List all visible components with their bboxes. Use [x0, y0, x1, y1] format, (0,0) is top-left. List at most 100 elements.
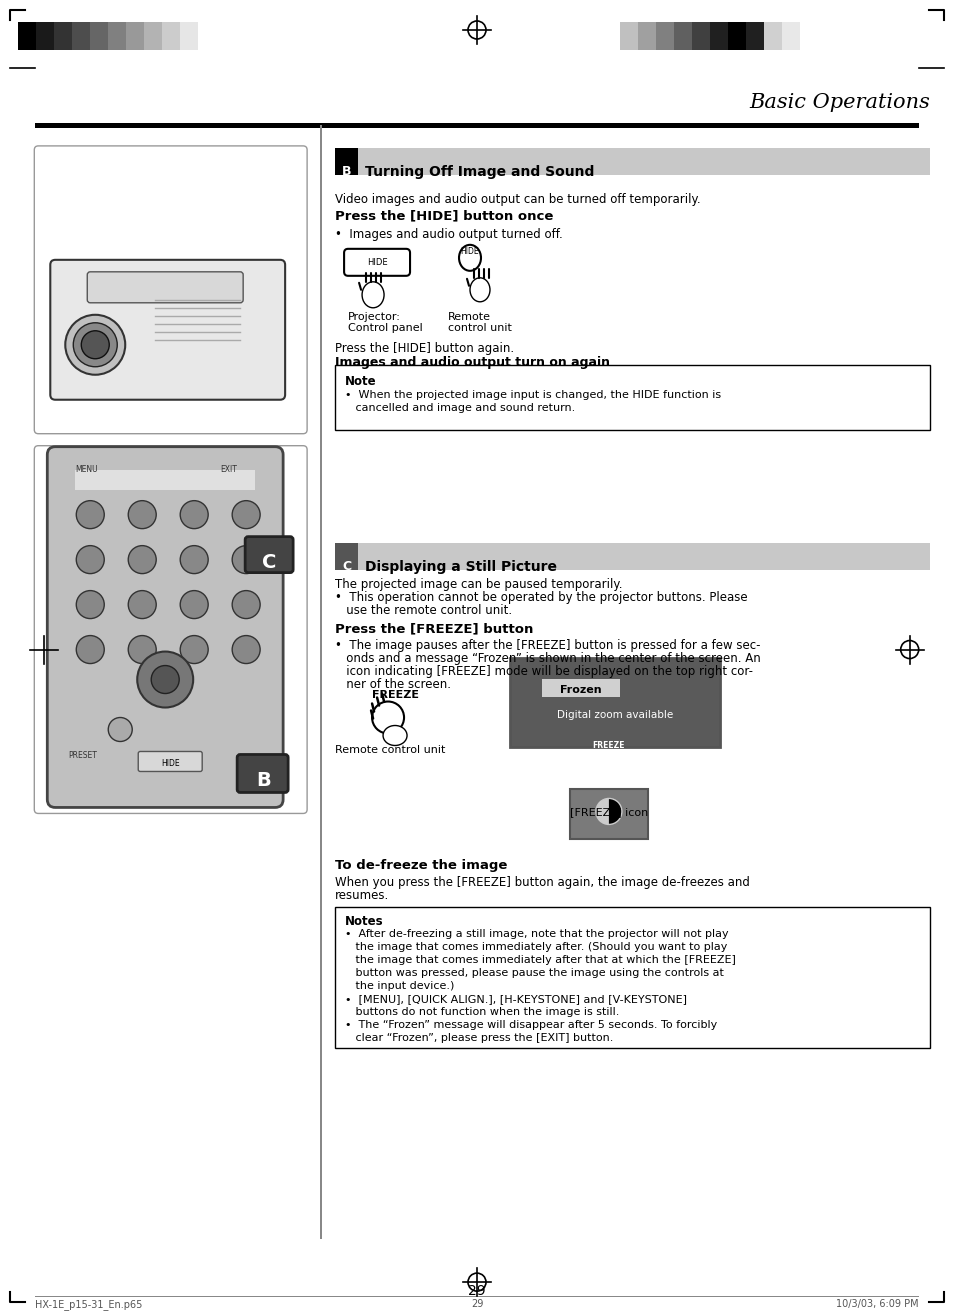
Bar [91, 22, 108, 50]
Text: ner of the screen.: ner of the screen. [335, 678, 451, 691]
Bar [335, 542, 357, 570]
Text: Turning Off Image and Sound: Turning Off Image and Sound [365, 165, 594, 179]
FancyBboxPatch shape [87, 272, 243, 303]
Bar [799, 22, 817, 50]
Bar [54, 22, 72, 50]
Ellipse shape [383, 726, 407, 746]
Text: MENU: MENU [75, 465, 98, 474]
Circle shape [180, 546, 208, 574]
Text: •  Images and audio output turned off.: • Images and audio output turned off. [335, 228, 562, 240]
Text: HX-1E_p15-31_En.p65: HX-1E_p15-31_En.p65 [35, 1299, 143, 1310]
Bar [108, 22, 126, 50]
Text: C: C [342, 559, 352, 572]
Text: Press the [FREEZE] button: Press the [FREEZE] button [335, 622, 533, 635]
Text: Video images and audio output can be turned off temporarily.: Video images and audio output can be tur… [335, 193, 700, 206]
Bar [126, 22, 144, 50]
Bar [781, 22, 799, 50]
Text: •  After de-freezing a still image, note that the projector will not play: • After de-freezing a still image, note … [345, 930, 728, 939]
Text: Notes: Notes [345, 915, 383, 928]
Bar [72, 22, 91, 50]
FancyBboxPatch shape [237, 755, 288, 793]
Bar [510, 658, 720, 747]
Text: •  When the projected image input is changed, the HIDE function is: • When the projected image input is chan… [345, 390, 720, 399]
Ellipse shape [362, 282, 384, 307]
Text: •  This operation cannot be operated by the projector buttons. Please: • This operation cannot be operated by t… [335, 591, 747, 604]
Circle shape [372, 701, 404, 734]
Bar [75, 470, 254, 490]
Bar [673, 22, 691, 50]
Text: buttons do not function when the image is still.: buttons do not function when the image i… [345, 1007, 618, 1018]
Text: [FREEZE] icon: [FREEZE] icon [569, 807, 647, 818]
Bar [335, 542, 929, 570]
Text: •  [MENU], [QUICK ALIGN.], [H-KEYSTONE] and [V-KEYSTONE]: • [MENU], [QUICK ALIGN.], [H-KEYSTONE] a… [345, 994, 686, 1004]
Circle shape [73, 323, 117, 366]
Text: •  The image pauses after the [FREEZE] button is pressed for a few sec-: • The image pauses after the [FREEZE] bu… [335, 638, 760, 651]
Text: HIDE: HIDE [161, 759, 179, 768]
Text: Remote control unit: Remote control unit [335, 746, 445, 755]
Text: button was pressed, please pause the image using the controls at: button was pressed, please pause the ima… [345, 969, 723, 978]
Bar [541, 679, 619, 696]
Circle shape [76, 500, 104, 529]
FancyBboxPatch shape [34, 445, 307, 814]
Circle shape [128, 635, 156, 663]
Text: resumes.: resumes. [335, 889, 389, 902]
Bar [619, 22, 638, 50]
Text: 10/3/03, 6:09 PM: 10/3/03, 6:09 PM [835, 1299, 918, 1309]
Text: Control panel: Control panel [348, 323, 422, 332]
Circle shape [180, 500, 208, 529]
FancyBboxPatch shape [138, 751, 202, 772]
Bar [335, 148, 929, 175]
Bar [198, 22, 216, 50]
Text: icon indicating [FREEZE] mode will be displayed on the top right cor-: icon indicating [FREEZE] mode will be di… [335, 664, 752, 678]
Circle shape [128, 591, 156, 618]
Text: HIDE: HIDE [366, 257, 387, 267]
Text: B: B [342, 165, 352, 177]
Circle shape [152, 666, 179, 693]
Bar [144, 22, 162, 50]
Text: Press the [HIDE] button again.: Press the [HIDE] button again. [335, 341, 514, 355]
Text: Images and audio output turn on again: Images and audio output turn on again [335, 356, 610, 369]
Text: the image that comes immediately after. (Should you want to play: the image that comes immediately after. … [345, 943, 727, 952]
Bar [638, 22, 656, 50]
Bar [569, 789, 647, 839]
Text: Frozen: Frozen [559, 684, 601, 695]
Bar [709, 22, 727, 50]
Circle shape [232, 500, 260, 529]
Ellipse shape [470, 278, 490, 302]
Text: Note: Note [345, 374, 376, 387]
Text: C: C [262, 553, 276, 571]
Text: Remote: Remote [448, 311, 491, 322]
Text: HIDE: HIDE [460, 247, 478, 256]
FancyBboxPatch shape [245, 537, 293, 572]
Bar [35, 123, 918, 127]
Text: 29: 29 [471, 1299, 482, 1309]
Text: Projector:: Projector: [348, 311, 400, 322]
Circle shape [128, 546, 156, 574]
FancyBboxPatch shape [344, 249, 410, 276]
Bar [691, 22, 709, 50]
Text: B: B [255, 772, 271, 790]
Bar [18, 22, 36, 50]
Circle shape [137, 651, 193, 708]
Text: The projected image can be paused temporarily.: The projected image can be paused tempor… [335, 578, 622, 591]
Text: clear “Frozen”, please press the [EXIT] button.: clear “Frozen”, please press the [EXIT] … [345, 1033, 613, 1044]
Text: EXIT: EXIT [220, 465, 236, 474]
Circle shape [65, 315, 125, 374]
Circle shape [232, 635, 260, 663]
Text: the input device.): the input device.) [345, 981, 454, 991]
Circle shape [180, 591, 208, 618]
Bar [745, 22, 763, 50]
Wedge shape [596, 798, 608, 825]
Bar [36, 22, 54, 50]
Text: Displaying a Still Picture: Displaying a Still Picture [365, 559, 557, 574]
Text: Basic Operations: Basic Operations [748, 93, 929, 112]
FancyBboxPatch shape [51, 260, 285, 399]
Text: PRESET: PRESET [69, 751, 97, 760]
Text: When you press the [FREEZE] button again, the image de-freezes and: When you press the [FREEZE] button again… [335, 876, 749, 889]
Circle shape [232, 591, 260, 618]
Bar [763, 22, 781, 50]
Bar [320, 125, 321, 1239]
Bar [335, 148, 357, 175]
Text: FREEZE: FREEZE [592, 742, 624, 751]
Bar [162, 22, 180, 50]
